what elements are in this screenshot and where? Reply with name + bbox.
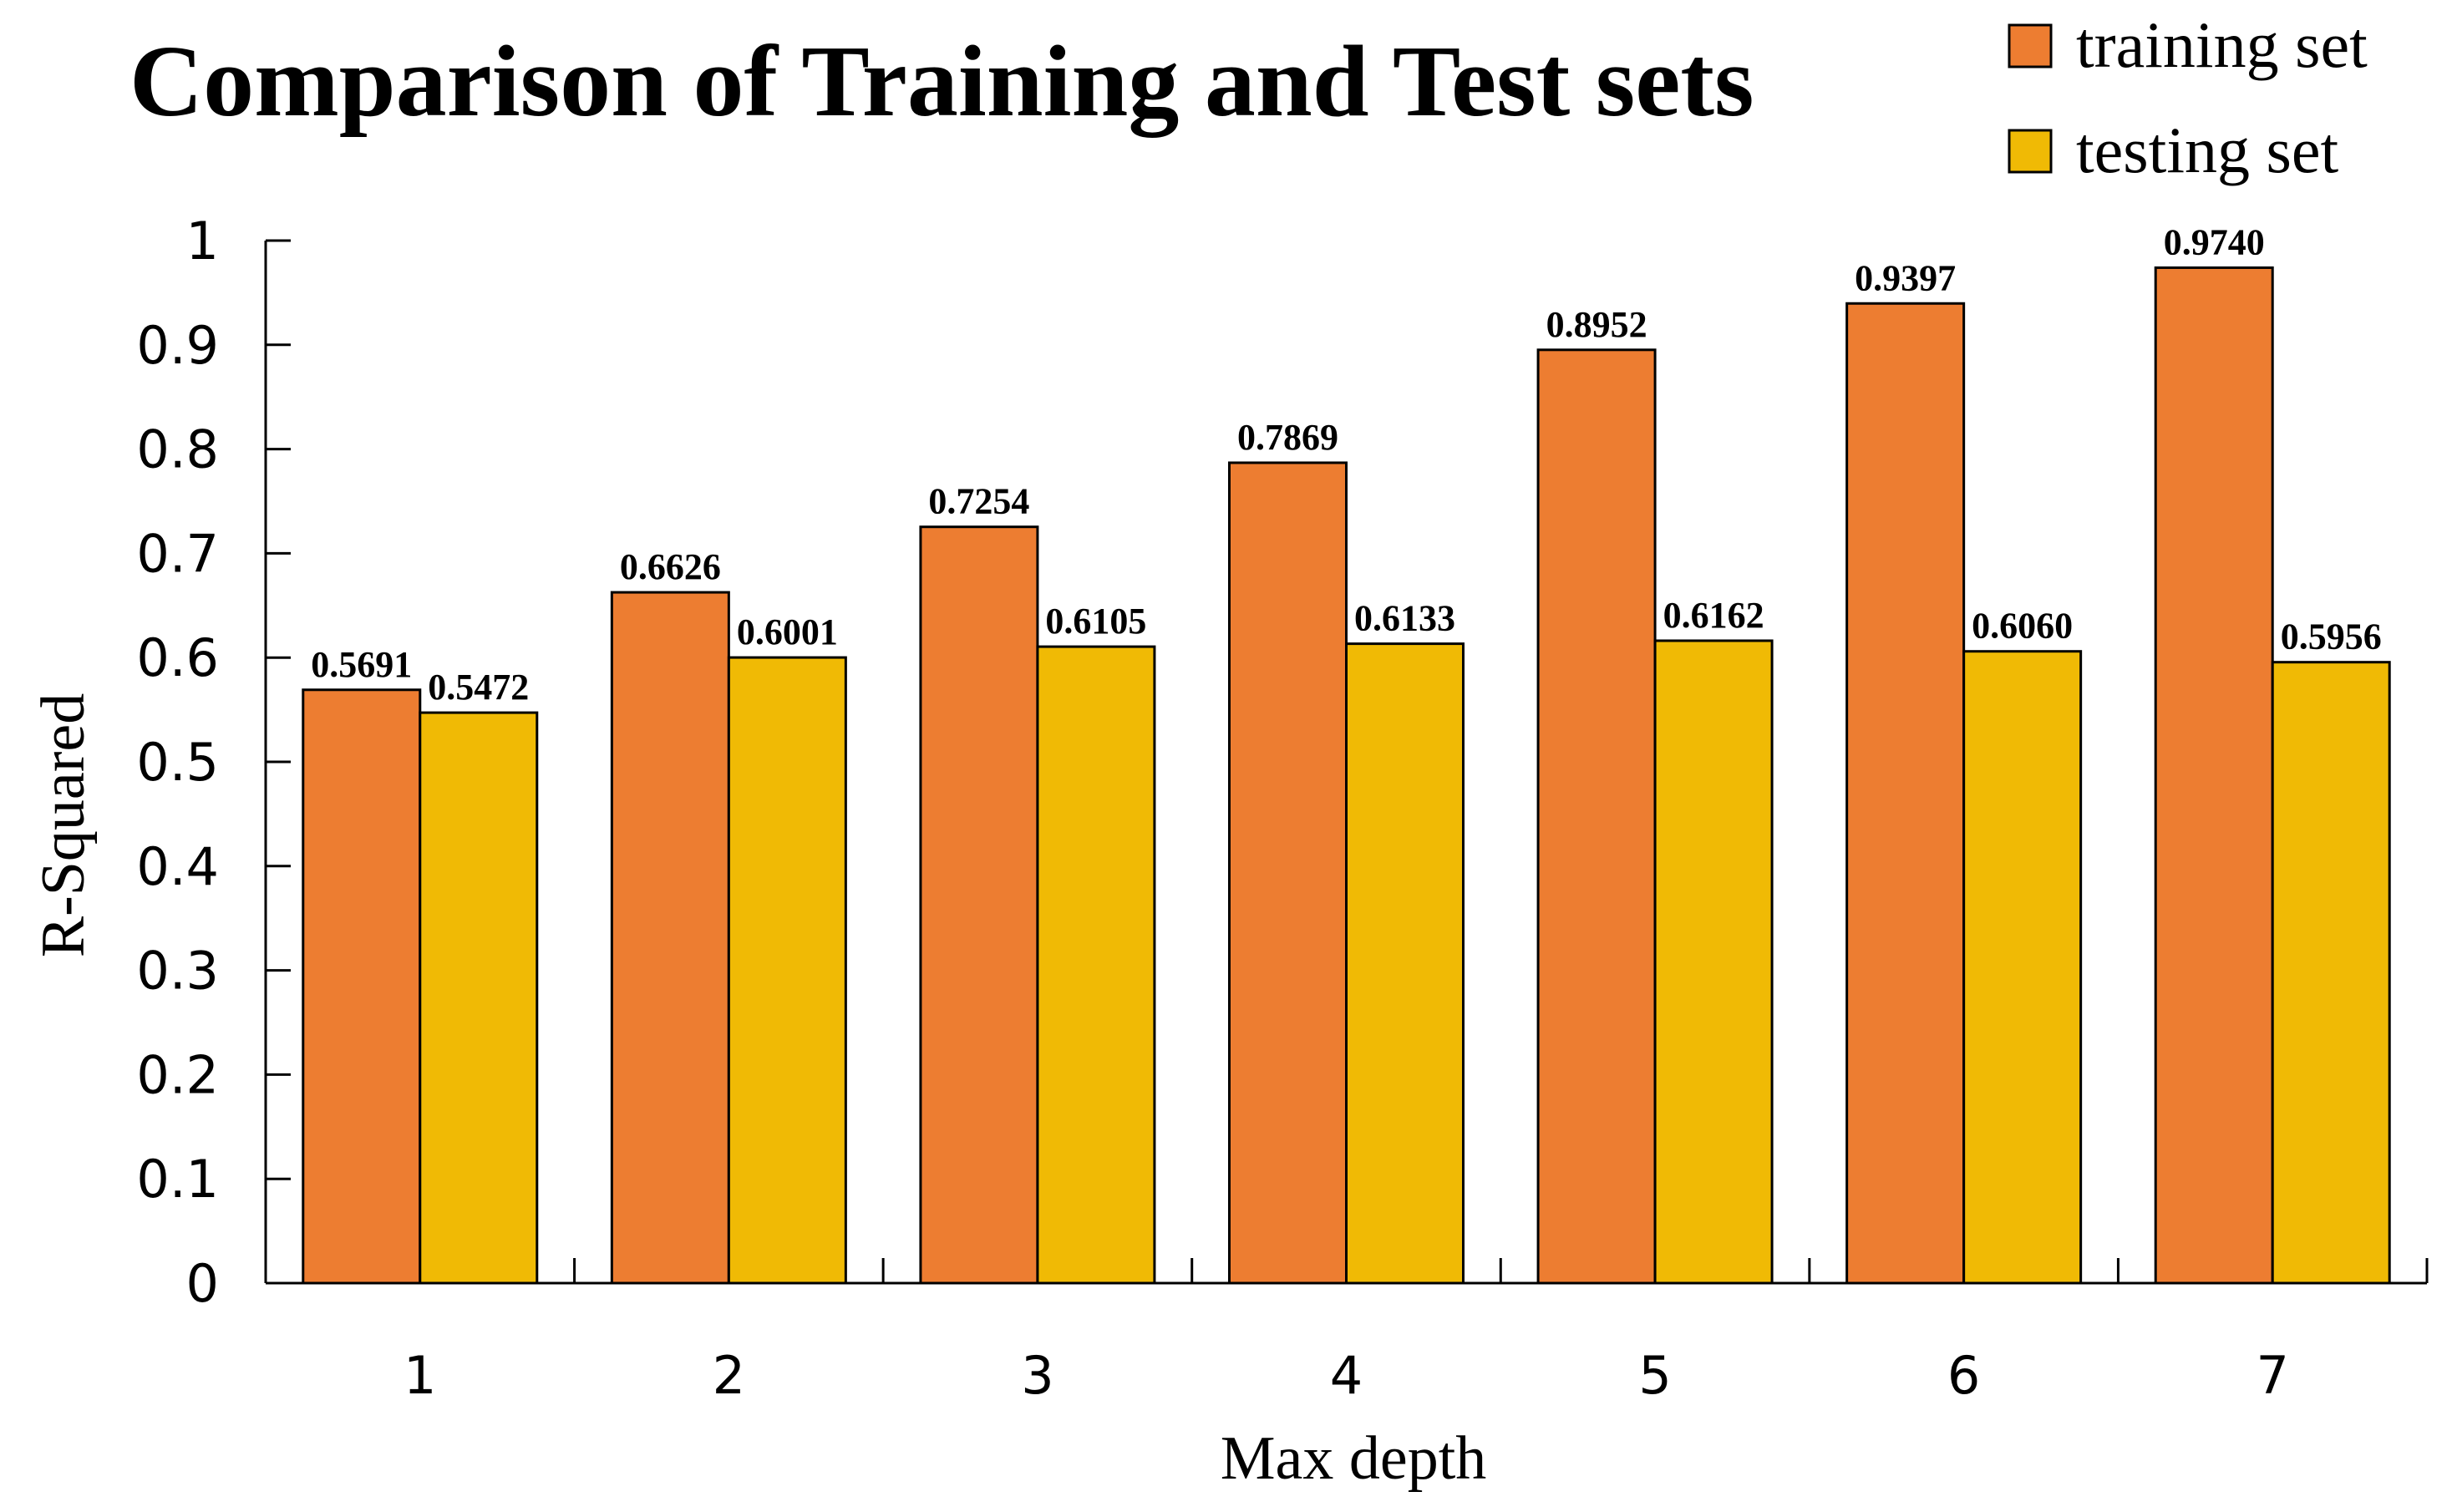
legend-label-testing: testing set xyxy=(2076,114,2338,186)
training-value-label-3: 0.7254 xyxy=(928,481,1029,522)
y-tick-label: 1 xyxy=(186,211,219,271)
y-tick-label: 0.7 xyxy=(136,523,219,584)
y-axis: 0 0.1 0.2 0.3 0.4 0.5 0.6 0.7 0.8 0.9 1 xyxy=(136,211,291,1314)
training-bar-1 xyxy=(302,688,422,1285)
legend-swatch-testing xyxy=(2008,129,2053,174)
x-tick-label-7: 7 xyxy=(2256,1345,2288,1406)
training-value-label-6: 0.9397 xyxy=(1855,257,1956,298)
testing-bar-4 xyxy=(1345,642,1465,1285)
testing-value-label-7: 0.5956 xyxy=(2281,616,2382,657)
x-tick-label-4: 4 xyxy=(1330,1345,1363,1406)
x-tick-label-1: 1 xyxy=(404,1345,436,1406)
training-value-label-1: 0.5691 xyxy=(311,644,412,685)
testing-bar-6 xyxy=(1962,650,2083,1285)
legend: training set testing set xyxy=(2008,8,2368,186)
y-tick-label: 0.1 xyxy=(136,1149,219,1210)
x-tick-label-3: 3 xyxy=(1021,1345,1053,1406)
x-axis-label: Max depth xyxy=(1221,1424,1487,1493)
training-bar-3 xyxy=(919,525,1039,1285)
training-value-label-2: 0.6626 xyxy=(620,546,721,587)
y-tick-label: 0.8 xyxy=(136,419,219,480)
training-value-label-7: 0.9740 xyxy=(2164,221,2265,262)
training-bar-2 xyxy=(610,591,730,1285)
testing-value-label-2: 0.6001 xyxy=(737,611,838,652)
y-tick-label: 0.3 xyxy=(136,941,219,1002)
training-bar-4 xyxy=(1228,461,1348,1285)
testing-value-label-1: 0.5472 xyxy=(428,667,529,708)
testing-bar-2 xyxy=(727,656,847,1285)
testing-bar-1 xyxy=(419,711,539,1285)
testing-value-label-4: 0.6133 xyxy=(1354,598,1455,639)
training-value-label-5: 0.8952 xyxy=(1546,304,1647,345)
x-axis: 1 2 3 4 5 6 7 xyxy=(266,1258,2429,1406)
testing-value-label-3: 0.6105 xyxy=(1045,601,1146,642)
value-labels: 0.5691 0.5472 0.6626 0.6001 0.7254 0.6105 0.78… xyxy=(311,221,2381,708)
y-tick-label: 0.2 xyxy=(136,1044,219,1105)
testing-value-label-6: 0.6060 xyxy=(1972,606,2073,647)
y-axis-label: R-Squared xyxy=(29,693,98,958)
y-tick-label: 0.5 xyxy=(136,732,219,793)
training-bar-7 xyxy=(2154,266,2274,1285)
legend-label-training: training set xyxy=(2076,8,2368,81)
testing-value-label-5: 0.6162 xyxy=(1663,595,1764,636)
bars xyxy=(302,266,2391,1285)
legend-swatch-training xyxy=(2008,23,2053,68)
y-tick-label: 0 xyxy=(186,1253,219,1314)
testing-bar-5 xyxy=(1653,639,1774,1285)
x-tick-label-6: 6 xyxy=(1947,1345,1980,1406)
training-bar-5 xyxy=(1536,348,1657,1285)
training-value-label-4: 0.7869 xyxy=(1237,417,1338,458)
x-tick-label-2: 2 xyxy=(713,1345,745,1406)
y-tick-label: 0.6 xyxy=(136,627,219,688)
y-tick-label: 0.4 xyxy=(136,836,219,897)
x-tick-label-5: 5 xyxy=(1638,1345,1671,1406)
y-tick-label: 0.9 xyxy=(136,315,219,376)
chart-title: Comparison of Training and Test sets xyxy=(129,25,1754,138)
testing-bar-3 xyxy=(1036,645,1156,1285)
testing-bar-7 xyxy=(2271,661,2391,1285)
training-bar-6 xyxy=(1845,302,1966,1285)
